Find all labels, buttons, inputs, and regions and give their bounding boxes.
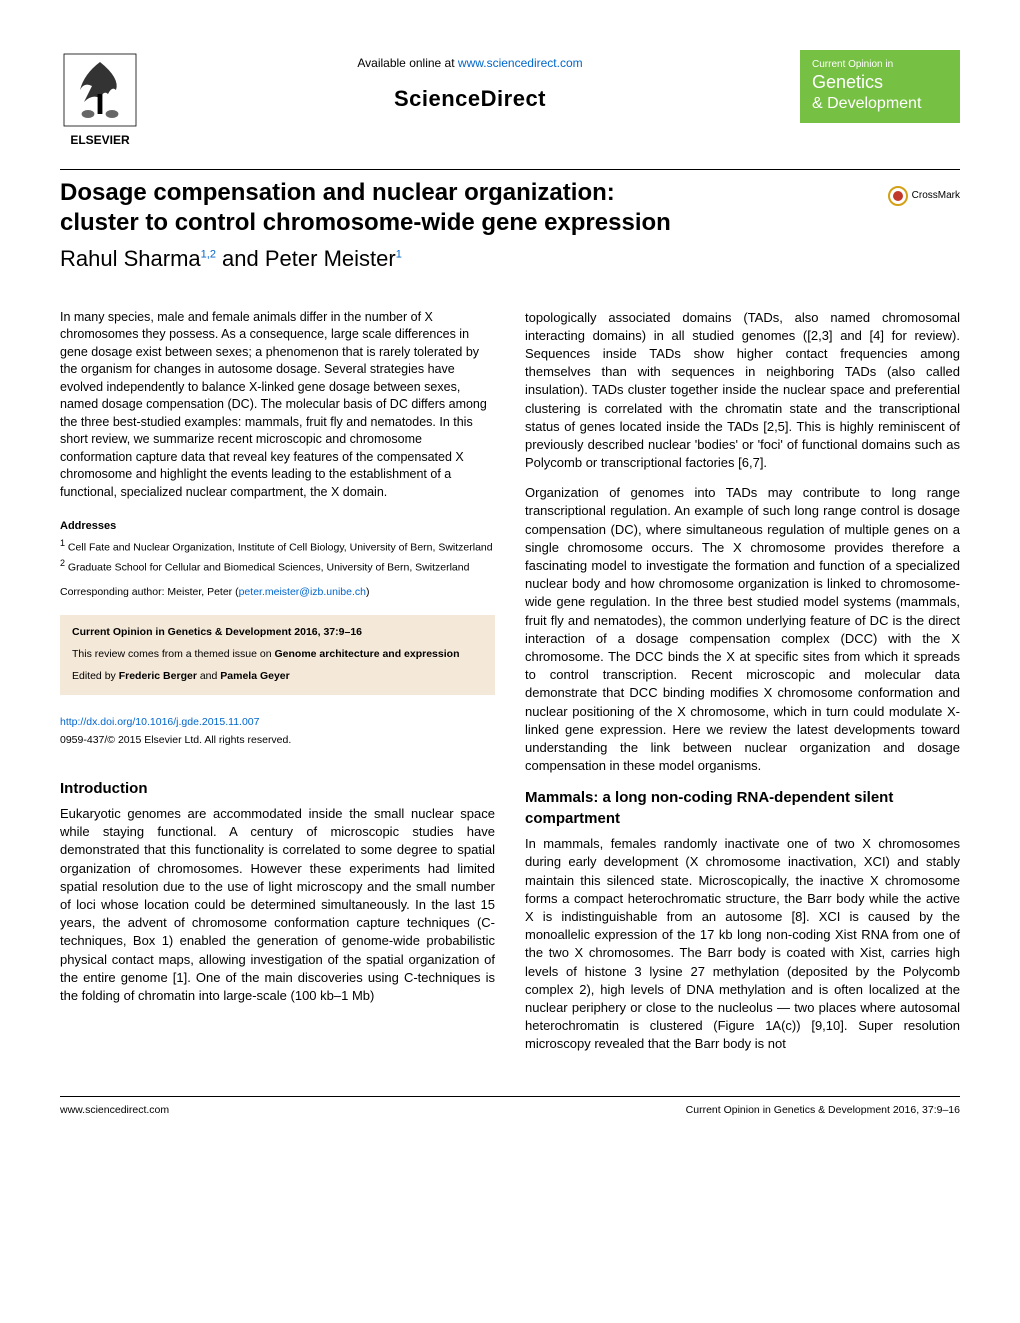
doi-block: http://dx.doi.org/10.1016/j.gde.2015.11.… — [60, 715, 495, 748]
title-line2: cluster to control chromosome-wide gene … — [60, 209, 671, 236]
copyright-line: 0959-437/© 2015 Elsevier Ltd. All rights… — [60, 733, 495, 748]
left-column: In many species, male and female animals… — [60, 309, 495, 1066]
page-container: ELSEVIER Available online at www.science… — [0, 0, 1020, 1157]
journal-badge-line3: & Development — [812, 94, 948, 115]
mammals-heading: Mammals: a long non-coding RNA-dependent… — [525, 787, 960, 829]
crossmark-badge[interactable]: CrossMark — [888, 186, 960, 206]
title-section: Dosage compensation and nuclear organiza… — [60, 178, 671, 285]
journal-badge-line2: Genetics — [812, 71, 948, 94]
author1-name: Rahul Sharma — [60, 246, 201, 271]
author2-name: Peter Meister — [265, 246, 396, 271]
editors-line: Edited by Frederic Berger and Pamela Gey… — [72, 669, 483, 685]
editor1: Frederic Berger — [119, 670, 197, 682]
addresses-heading: Addresses — [60, 519, 495, 534]
title-line1: Dosage compensation and nuclear organiza… — [60, 179, 615, 206]
intro-paragraph: Eukaryotic genomes are accommodated insi… — [60, 805, 495, 1005]
crossmark-icon — [888, 186, 908, 206]
journal-badge: Current Opinion in Genetics & Developmen… — [800, 50, 960, 123]
crossmark-label: CrossMark — [912, 189, 960, 203]
mammals-paragraph: In mammals, females randomly inactivate … — [525, 835, 960, 1053]
address-2-text: Graduate School for Cellular and Biomedi… — [65, 561, 469, 573]
title-row: Dosage compensation and nuclear organiza… — [60, 178, 960, 289]
abstract-text: In many species, male and female animals… — [60, 309, 495, 502]
editor2: Pamela Geyer — [220, 670, 289, 682]
corresponding-label: Corresponding author: Meister, Peter ( — [60, 586, 239, 598]
elsevier-label: ELSEVIER — [60, 132, 140, 149]
corresponding-email-link[interactable]: peter.meister@izb.unibe.ch — [239, 586, 366, 598]
corresponding-close: ) — [366, 586, 370, 598]
sciencedirect-wordmark: ScienceDirect — [357, 84, 582, 115]
authors-line: Rahul Sharma1,2 and Peter Meister1 — [60, 244, 671, 275]
introduction-heading: Introduction — [60, 778, 495, 799]
footer-left: www.sciencedirect.com — [60, 1103, 169, 1118]
col2-para1: topologically associated domains (TADs, … — [525, 309, 960, 473]
author1-affil: 1,2 — [201, 248, 216, 260]
col2-para2: Organization of genomes into TADs may co… — [525, 484, 960, 775]
available-online-prefix: Available online at — [357, 56, 458, 70]
article-title: Dosage compensation and nuclear organiza… — [60, 178, 671, 238]
mammals-body: In mammals, females randomly inactivate … — [525, 835, 960, 1053]
elsevier-logo-block: ELSEVIER — [60, 50, 140, 149]
journal-badge-line1: Current Opinion in — [812, 58, 948, 71]
header-center: Available online at www.sciencedirect.co… — [357, 50, 582, 115]
author-and: and — [216, 246, 265, 271]
top-divider — [60, 169, 960, 170]
two-column-body: In many species, male and female animals… — [60, 309, 960, 1066]
doi-link[interactable]: http://dx.doi.org/10.1016/j.gde.2015.11.… — [60, 716, 259, 728]
themed-issue-line: This review comes from a themed issue on… — [72, 647, 483, 663]
address-1: 1 Cell Fate and Nuclear Organization, In… — [60, 538, 495, 555]
right-column: topologically associated domains (TADs, … — [525, 309, 960, 1066]
journal-citation-line: Current Opinion in Genetics & Developmen… — [72, 625, 483, 641]
address-1-text: Cell Fate and Nuclear Organization, Inst… — [65, 542, 493, 554]
address-2: 2 Graduate School for Cellular and Biome… — [60, 558, 495, 575]
right-column-body: topologically associated domains (TADs, … — [525, 309, 960, 776]
header-row: ELSEVIER Available online at www.science… — [60, 50, 960, 149]
themed-prefix: This review comes from a themed issue on — [72, 648, 275, 660]
available-online-line: Available online at www.sciencedirect.co… — [357, 55, 582, 72]
footer-right: Current Opinion in Genetics & Developmen… — [686, 1103, 960, 1118]
sciencedirect-url-link[interactable]: www.sciencedirect.com — [458, 56, 583, 70]
page-footer: www.sciencedirect.com Current Opinion in… — [60, 1096, 960, 1118]
introduction-body: Eukaryotic genomes are accommodated insi… — [60, 805, 495, 1005]
author2-affil: 1 — [396, 248, 402, 260]
article-info-box: Current Opinion in Genetics & Developmen… — [60, 615, 495, 694]
themed-topic: Genome architecture and expression — [275, 648, 460, 660]
edited-prefix: Edited by — [72, 670, 119, 682]
corresponding-author: Corresponding author: Meister, Peter (pe… — [60, 585, 495, 600]
elsevier-tree-icon — [60, 50, 140, 130]
editor-and: and — [197, 670, 220, 682]
